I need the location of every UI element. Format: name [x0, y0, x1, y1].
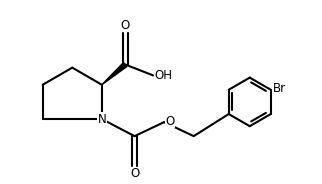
- Text: O: O: [120, 19, 130, 32]
- Text: O: O: [130, 167, 139, 180]
- Text: OH: OH: [155, 69, 173, 82]
- Text: O: O: [166, 115, 175, 128]
- Polygon shape: [102, 63, 127, 85]
- Text: N: N: [98, 113, 106, 125]
- Text: Br: Br: [273, 82, 286, 95]
